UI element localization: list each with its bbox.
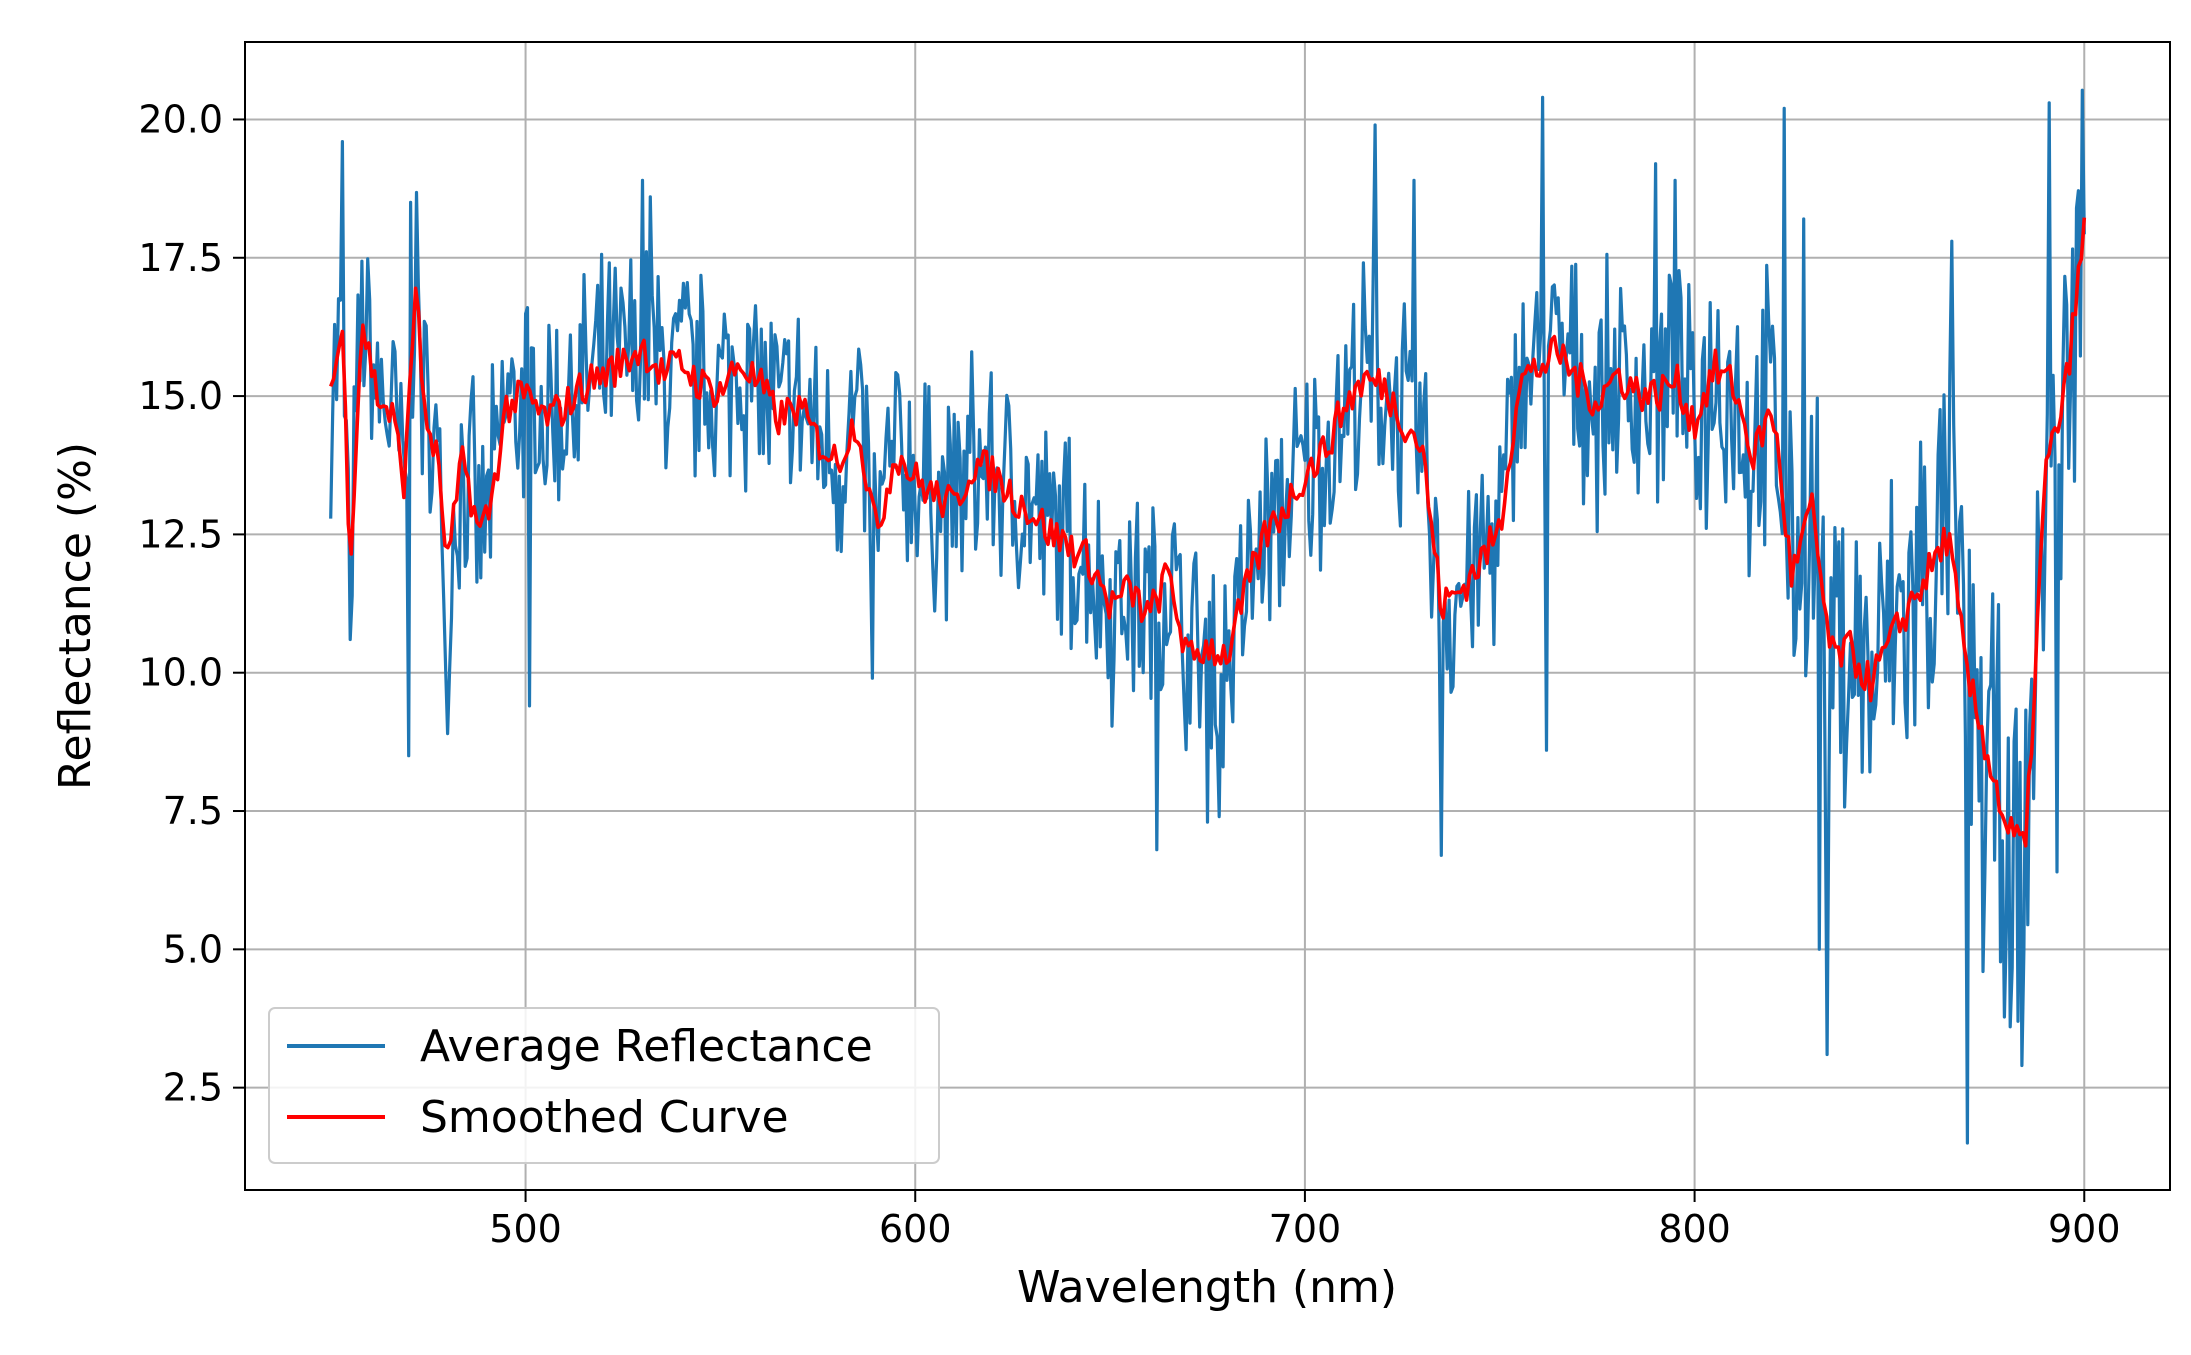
x-tick-label: 500 (489, 1207, 562, 1251)
y-tick-label: 20.0 (138, 97, 223, 141)
y-axis-label: Reflectance (%) (50, 442, 101, 790)
legend-box (268, 1007, 940, 1164)
plot-frame (244, 41, 2171, 1191)
x-tick-label: 700 (1269, 1207, 1342, 1251)
y-tick-label: 2.5 (163, 1066, 223, 1110)
series-layer (329, 88, 2087, 1145)
x-tick-label: 900 (2048, 1207, 2121, 1251)
x-axis: 500 600 700 800 900 (489, 1190, 2121, 1251)
y-tick-label: 17.5 (138, 236, 223, 280)
y-tick-label: 5.0 (163, 927, 223, 971)
x-axis-label: Wavelength (nm) (1017, 1262, 1397, 1313)
legend-label-smoothed-curve: Smoothed Curve (420, 1092, 789, 1143)
legend-label-average-reflectance: Average Reflectance (420, 1021, 873, 1072)
legend: Average Reflectance Smoothed Curve (268, 1007, 940, 1164)
series-line-average-reflectance (329, 88, 2086, 1145)
y-tick-label: 12.5 (138, 512, 223, 556)
y-tick-label: 7.5 (163, 789, 223, 833)
plot-background (245, 42, 2170, 1190)
x-tick-label: 800 (1658, 1207, 1731, 1251)
series-line-smoothed-curve (329, 217, 2087, 848)
y-tick-label: 10.0 (138, 651, 223, 695)
x-tick-label: 600 (879, 1207, 952, 1251)
y-axis: 2.5 5.0 7.5 10.0 12.5 15.0 17.5 20.0 (138, 97, 245, 1110)
y-tick-label: 15.0 (138, 374, 223, 418)
grid (245, 42, 2170, 1190)
